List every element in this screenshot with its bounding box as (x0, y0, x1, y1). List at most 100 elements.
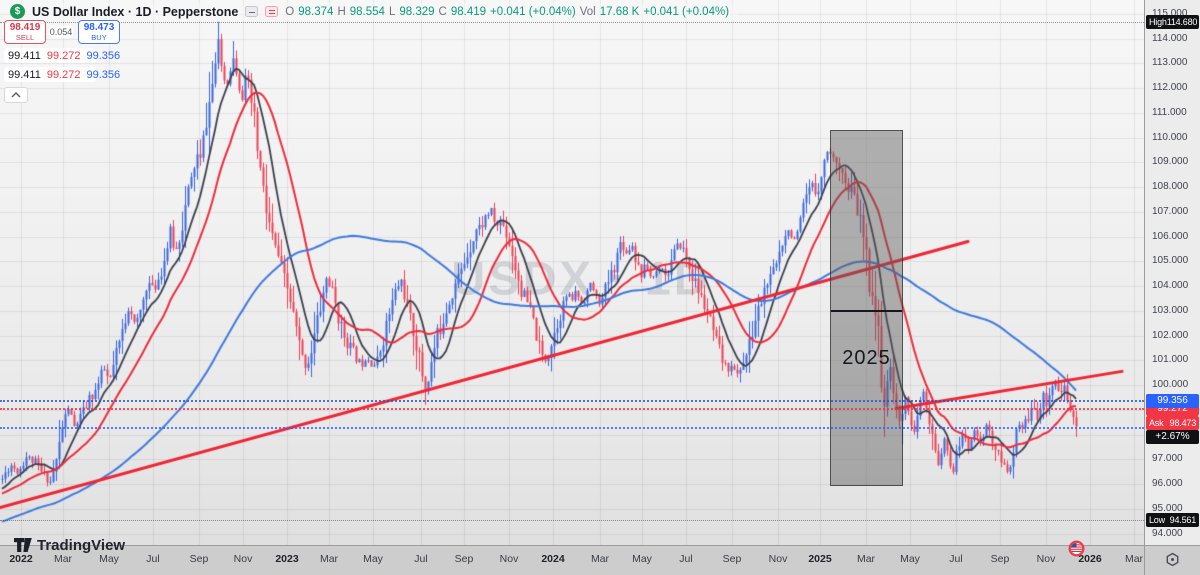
close-label: C (438, 5, 447, 18)
buy-button[interactable]: 98.473 BUY (78, 20, 120, 44)
price-tick-label: 96.000 (1152, 478, 1183, 489)
open-label: O (285, 5, 295, 18)
time-tick-label: May (632, 553, 652, 565)
price-line[interactable] (0, 400, 1144, 402)
open-value: 98.374 (298, 5, 334, 18)
price-tick-label: 108.000 (1152, 181, 1189, 192)
position-value: 99.272 (46, 49, 81, 62)
time-tick-label: Nov (768, 553, 788, 565)
price-line[interactable] (0, 519, 1144, 521)
price-tick-label: 113.000 (1152, 57, 1188, 69)
price-tick-label: 105.000 (1152, 255, 1189, 267)
volume-value: 17.68 K (599, 5, 640, 18)
price-tick-label: 114.000 (1152, 32, 1188, 44)
time-tick-label: 2022 (9, 553, 33, 565)
position-row[interactable]: 99.411 99.272 99.356 (4, 67, 120, 82)
position-value: 99.272 (46, 68, 81, 81)
position-row[interactable]: 99.411 99.272 99.356 (4, 48, 120, 63)
chart-header: $ US Dollar Index · 1D · Pepperstone O 98… (10, 3, 738, 20)
high-value: 98.554 (349, 5, 385, 18)
time-tick-label: Mar (53, 553, 73, 565)
buy-price: 98.473 (83, 22, 115, 33)
volume-label: Vol (579, 5, 596, 18)
time-tick-label: Mar (319, 553, 339, 565)
price-tick-label: 112.000 (1152, 82, 1188, 93)
time-tick-label: 2024 (541, 553, 565, 565)
chart-pane[interactable]: USDX · 1D 2025 (0, 0, 1144, 545)
price-tick-label: 107.000 (1152, 205, 1189, 217)
price-line[interactable] (0, 408, 1144, 410)
time-tick-label: May (99, 553, 119, 565)
time-tick-label: 2023 (275, 553, 299, 565)
price-tick-label: 106.000 (1152, 230, 1189, 242)
price-tick-label: 102.000 (1152, 329, 1189, 341)
time-tick-label: Jul (414, 553, 428, 565)
sell-label: SELL (15, 33, 35, 42)
change-percent-tag: +2.67% (1146, 430, 1199, 444)
ohlc-legend: O 98.374 H 98.554 L 98.329 C 98.419 +0.041 (… (285, 6, 729, 18)
time-tick-label: Nov (233, 553, 253, 565)
time-tick-label: Nov (499, 553, 519, 565)
price-tick-label: 103.000 (1152, 304, 1189, 316)
symbol-logo-icon[interactable]: $ (10, 4, 25, 19)
sell-button[interactable]: 98.419 SELL (4, 20, 46, 44)
position-value: 99.356 (86, 68, 121, 81)
buy-label: BUY (91, 33, 107, 42)
close-value: 98.419 (450, 5, 487, 18)
price-tick-label: 95.000 (1152, 502, 1183, 514)
range-box-label: 2025 (842, 347, 891, 369)
time-tick-label: 2026 (1078, 553, 1102, 565)
time-tick-label: Nov (1036, 553, 1056, 565)
change-value: +0.041 (+0.04%) (490, 5, 576, 18)
time-tick-label: May (363, 553, 383, 565)
time-tick-label: Jul (679, 553, 693, 565)
price-line[interactable] (0, 21, 1144, 23)
time-tick-label: Mar (856, 553, 876, 565)
ask-price-tag: Ask 98.473 (1146, 416, 1199, 430)
range-box-level-line (831, 310, 902, 312)
time-tick-label: Sep (990, 553, 1010, 565)
last-price-tag: 99.356 (1146, 394, 1199, 408)
price-tick-label: 94.000 (1152, 527, 1183, 539)
time-tick-label: Sep (722, 553, 742, 565)
position-value: 99.411 (8, 49, 41, 62)
price-axis[interactable]: 115.000 114.000 113.000 112.000 111.000 110.0… (1144, 0, 1200, 545)
price-tick-label: 100.000 (1152, 379, 1189, 390)
price-tick-label: 101.000 (1152, 354, 1189, 366)
time-tick-label: Sep (189, 553, 209, 565)
collapse-panel-button[interactable] (4, 87, 28, 103)
price-chart-canvas[interactable] (0, 0, 1144, 545)
time-tick-label: Jul (146, 553, 160, 565)
time-tick-label: Mar (590, 553, 610, 565)
range-selection-box[interactable]: 2025 (830, 130, 903, 486)
chevron-up-icon (11, 92, 21, 98)
low-label: L (388, 5, 396, 18)
tradingview-logo[interactable]: TradingView (14, 537, 125, 554)
position-value: 99.411 (8, 68, 41, 81)
time-tick-label: Mar (1124, 553, 1144, 565)
change-value-2: +0.041 (+0.04%) (643, 5, 730, 18)
sell-price: 98.419 (9, 22, 41, 33)
time-axis[interactable]: 2022 Mar May Jul Sep Nov 2023 Mar May Jul Sep Nov 20… (0, 545, 1200, 575)
price-tick-label: 109.000 (1152, 156, 1189, 168)
price-line[interactable] (0, 427, 1144, 429)
price-tick-label: 110.000 (1152, 131, 1188, 143)
us-flag-event-icon[interactable] (1068, 540, 1085, 557)
market-status-icon[interactable] (265, 6, 279, 17)
time-tick-label: May (900, 553, 920, 565)
tradingview-logo-icon (14, 538, 32, 552)
low-price-tag: Low 94.561 (1146, 513, 1199, 527)
position-value: 99.356 (86, 49, 121, 62)
positions-rows: 99.411 99.272 99.356 99.411 99.272 99.356 (4, 48, 120, 82)
axis-corner-separator (1144, 546, 1145, 575)
price-tick-label: 111.000 (1152, 106, 1187, 118)
spread-value: 0.054 (49, 26, 73, 38)
time-tick-label: Jul (949, 553, 963, 565)
axis-settings-gear-icon[interactable] (1165, 552, 1180, 567)
collapse-indicator-icon[interactable] (245, 6, 259, 17)
time-tick-label: 2025 (808, 553, 832, 565)
tradingview-logo-text: TradingView (37, 537, 126, 554)
price-tick-label: 115.000 (1152, 7, 1188, 19)
symbol-title[interactable]: US Dollar Index · 1D · Pepperstone (32, 4, 239, 19)
